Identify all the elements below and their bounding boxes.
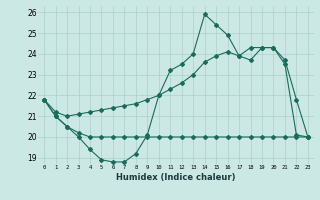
X-axis label: Humidex (Indice chaleur): Humidex (Indice chaleur) xyxy=(116,173,236,182)
